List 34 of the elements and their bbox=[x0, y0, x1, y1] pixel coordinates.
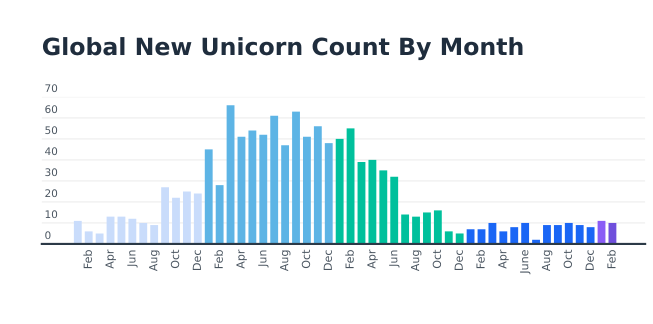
x-tick-label: June bbox=[520, 250, 530, 274]
y-tick-label: 40 bbox=[45, 147, 58, 156]
y-tick-label: 10 bbox=[46, 210, 58, 218]
x-tick-label: Feb bbox=[345, 250, 354, 268]
x-tick-label: Apr bbox=[498, 250, 509, 269]
x-tick-label: Jun bbox=[389, 250, 400, 268]
x-tick-label: Aug bbox=[411, 250, 422, 272]
x-tick-label: Apr bbox=[367, 250, 378, 269]
x-tick-label: Oct bbox=[170, 250, 180, 268]
x-tick-label: Aug bbox=[542, 250, 552, 272]
x-tick-label: Feb bbox=[214, 250, 223, 268]
x-tick-label: Aug bbox=[280, 250, 290, 272]
x-tick-label: Oct bbox=[432, 250, 442, 268]
x-tick-label: Dec bbox=[324, 250, 332, 270]
y-tick-label: 70 bbox=[45, 84, 58, 92]
x-tick-label: Jun bbox=[258, 250, 269, 268]
x-tick-label: Dec bbox=[192, 250, 202, 270]
y-tick-label: 20 bbox=[45, 189, 58, 198]
y-tick-label: 60 bbox=[45, 105, 58, 114]
x-tick-label: Apr bbox=[236, 250, 247, 269]
y-tick-label: 0 bbox=[45, 231, 51, 240]
x-tick-label: Oct bbox=[564, 250, 572, 268]
x-tick-label: Dec bbox=[454, 250, 463, 270]
x-tick-label: Feb bbox=[476, 250, 485, 268]
chart-title: Global New Unicorn Count By Month bbox=[42, 37, 522, 60]
x-tick-label: Apr bbox=[105, 250, 116, 269]
x-tick-label: Feb bbox=[607, 250, 616, 268]
y-tick-label: 50 bbox=[45, 126, 58, 134]
x-tick-label: Oct bbox=[302, 250, 310, 268]
x-tick-label: Jun bbox=[127, 250, 138, 268]
x-tick-label: Aug bbox=[149, 250, 160, 272]
x-tick-label: Dec bbox=[586, 250, 594, 270]
x-tick-label: Feb bbox=[83, 250, 92, 268]
y-tick-label: 30 bbox=[45, 168, 58, 176]
